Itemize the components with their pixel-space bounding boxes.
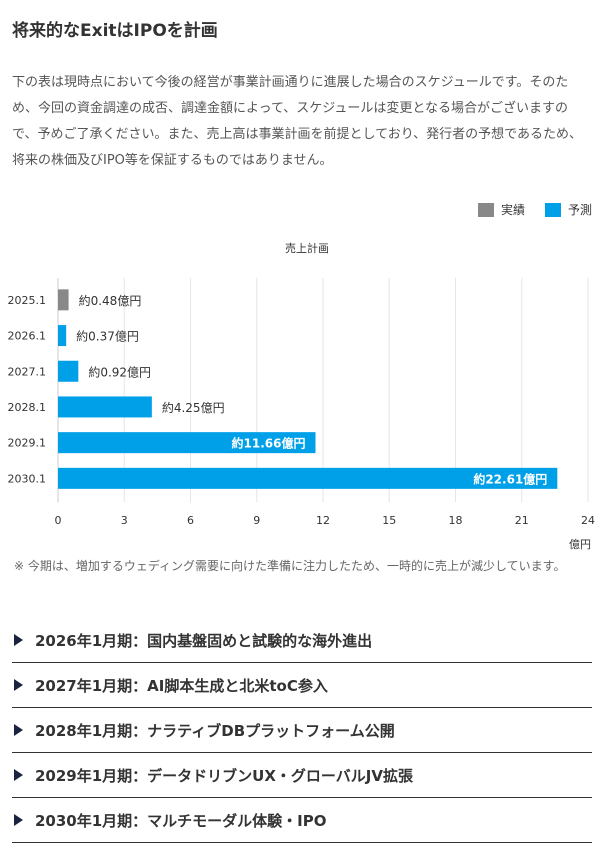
data-label: 約4.25億円 xyxy=(162,400,225,415)
x-tick-label: 6 xyxy=(187,514,194,527)
chart-legend: 実績 予測 xyxy=(458,201,592,218)
y-tick-label: 2027.1 xyxy=(8,365,47,378)
milestone-section[interactable]: 2029年1月期：データドリブンUX・グローバルJV拡張 xyxy=(12,753,592,798)
milestone-section-label: 2029年1月期：データドリブンUX・グローバルJV拡張 xyxy=(35,766,413,785)
footnote: ※ 今期は、増加するウェディング需要に向けた準備に注力したため、一時的に売上が減… xyxy=(14,559,566,573)
x-tick-label: 15 xyxy=(382,514,396,527)
triangle-right-icon xyxy=(14,769,23,781)
y-tick-label: 2028.1 xyxy=(8,401,47,414)
milestone-section-label: 2027年1月期：AI脚本生成と北米toC参入 xyxy=(35,676,328,695)
triangle-right-icon xyxy=(14,679,23,691)
x-tick-label: 18 xyxy=(449,514,463,527)
legend-swatch-actual xyxy=(477,202,494,217)
bar xyxy=(58,325,67,347)
legend-swatch-forecast xyxy=(544,202,561,217)
triangle-right-icon xyxy=(14,814,23,826)
x-tick-label: 12 xyxy=(316,514,330,527)
milestone-section-label: 2026年1月期：国内基盤固めと試験的な海外進出 xyxy=(35,631,373,650)
bar xyxy=(58,289,69,311)
page-title: 将来的なExitはIPOを計画 xyxy=(12,21,218,41)
x-tick-label: 3 xyxy=(121,514,128,527)
milestone-sections: 2026年1月期：国内基盤固めと試験的な海外進出 2027年1月期：AI脚本生成と… xyxy=(12,618,592,843)
y-tick-label: 2026.1 xyxy=(8,330,47,343)
chart-title: 売上計画 xyxy=(285,242,329,255)
bar xyxy=(58,396,152,418)
legend-item-actual[interactable]: 実績 xyxy=(477,201,525,218)
x-tick-label: 21 xyxy=(515,514,529,527)
description-text: 下の表は現時点において今後の経営が事業計画通りに進展した場合のスケジュールです。… xyxy=(12,75,583,168)
legend-label-actual: 実績 xyxy=(500,203,525,217)
legend-item-forecast[interactable]: 予測 xyxy=(544,201,592,218)
data-label: 約11.66億円 xyxy=(232,436,306,451)
bar xyxy=(58,360,79,382)
y-tick-label: 2029.1 xyxy=(8,437,47,450)
milestone-section[interactable]: 2028年1月期：ナラティブDBプラットフォーム公開 xyxy=(12,708,592,753)
x-tick-label: 0 xyxy=(55,514,62,527)
milestone-section[interactable]: 2026年1月期：国内基盤固めと試験的な海外進出 xyxy=(12,618,592,663)
data-label: 約0.92億円 xyxy=(88,364,151,379)
milestone-section[interactable]: 2030年1月期：マルチモーダル体験・IPO xyxy=(12,798,592,843)
milestone-section-label: 2030年1月期：マルチモーダル体験・IPO xyxy=(35,811,327,830)
milestone-section-label: 2028年1月期：ナラティブDBプラットフォーム公開 xyxy=(35,721,395,740)
triangle-right-icon xyxy=(14,634,23,646)
milestone-section[interactable]: 2027年1月期：AI脚本生成と北米toC参入 xyxy=(12,663,592,708)
data-label: 約0.48億円 xyxy=(79,293,142,308)
y-tick-label: 2025.1 xyxy=(8,294,47,307)
y-tick-label: 2030.1 xyxy=(8,472,47,485)
data-label: 約22.61億円 xyxy=(473,471,547,486)
x-axis-label: 億円 xyxy=(569,538,591,551)
legend-label-forecast: 予測 xyxy=(567,203,592,217)
triangle-right-icon xyxy=(14,724,23,736)
bar xyxy=(58,467,558,489)
x-tick-label: 24 xyxy=(581,514,595,527)
x-tick-label: 9 xyxy=(253,514,260,527)
sales-plan-chart: 0 3 6 9 12 15 18 21 24 億円 2025.1 約0.48億円 2026.1 約0.37… xyxy=(8,278,595,551)
data-label: 約0.37億円 xyxy=(76,329,139,344)
bar xyxy=(58,432,316,454)
